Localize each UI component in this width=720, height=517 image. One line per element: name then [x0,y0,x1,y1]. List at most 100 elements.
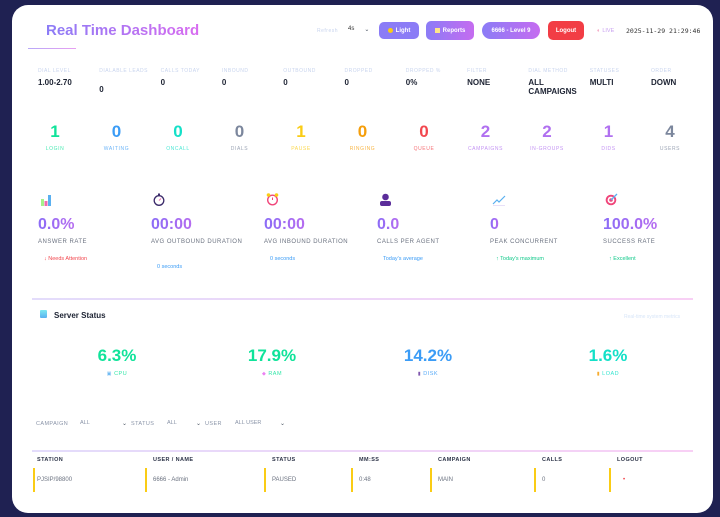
reports-button[interactable]: Reports [426,21,474,40]
counter-value: 4 [665,122,675,141]
page-title: Real Time Dashboard [46,22,200,39]
column-header: CAMPAIGN [438,457,471,463]
title-underline [28,48,76,49]
logout-agent-button[interactable]: • [623,477,626,483]
counter-label: RINGING [349,146,376,152]
metric-note: ↑ Excellent [609,256,636,262]
datetime: 2025-11-29 21:29:46 [626,27,701,35]
cpu-icon: ▣ [106,371,113,377]
summary-label: DROPPED % [405,68,441,74]
column-header: LOGOUT [617,457,643,463]
summary-label: INBOUND [221,68,249,74]
server-stat-label: ◆ RAM [261,371,283,377]
refresh-select[interactable]: 4s ⌄ [348,26,369,33]
row-status-bar [264,468,266,492]
column-header: CALLS [542,457,563,463]
counter-value: 0 [111,122,122,141]
counter-value: 0 [234,122,245,141]
refresh-value: 4s [348,26,355,32]
metric-label: SUCCESS RATE [603,239,656,245]
server-stat-label: ▮ DISK [417,371,439,377]
table-cell: PAUSED [272,477,297,483]
column-header: STATION [37,457,64,463]
user-filter-label: USER [205,420,222,427]
summary-value: 0 [99,85,104,94]
summary-value: 0 [160,78,166,87]
row-status-bar [351,468,353,492]
ram-icon: ◆ [261,371,267,377]
dashboard-card: Real Time Dashboard Refresh 4s ⌄ Light Re… [12,5,713,513]
server-stat-value: 1.6% [588,346,628,365]
summary-value: 0 [344,78,349,87]
counter-label: CAMPAIGNS [467,146,504,152]
summary-value: DOWN [651,78,677,87]
summary-label: DIAL LEVEL [38,68,71,74]
bar-chart-icon [40,193,52,211]
sun-icon [387,28,393,33]
summary-label: OUTBOUND [283,68,316,74]
status-filter-select[interactable]: ALL ⌄ [167,420,201,427]
table-cell: 0 [542,477,546,483]
user-filter-select[interactable]: ALL USER ⌄ [235,420,285,427]
summary-value: ALL CAMPAIGNS [528,78,577,96]
status-filter-label: STATUS [131,420,155,427]
counter-value: 2 [542,122,552,141]
metric-label: CALLS PER AGENT [377,239,440,245]
logout-button[interactable]: Logout [548,21,584,40]
agent-icon [379,193,392,211]
chevron-down-icon: ⌄ [195,421,201,427]
server-stat-label: ▮ LOAD [596,371,620,377]
summary-value: 0% [405,78,418,87]
campaign-filter-label: CAMPAIGN [36,420,69,427]
counter-value: 0 [357,122,368,141]
disk-icon: ▮ [417,371,422,377]
row-status-bar [33,468,35,492]
chevron-down-icon: ⌄ [279,421,285,427]
counter-value: 1 [50,122,60,141]
refresh-label: Refresh [317,28,339,34]
counter-label: DIALS [230,146,249,152]
light-theme-button[interactable]: Light [379,22,419,39]
table-cell: MAIN [438,477,453,483]
metric-note: Today's average [383,256,423,262]
server-stat-value: 17.9% [247,346,297,365]
row-status-bar [430,468,432,492]
metric-value: 00:00 [264,216,305,233]
table-cell: 6666 - Admin [153,477,189,483]
stopwatch-icon [153,193,165,211]
summary-value: 0 [283,78,288,87]
target-icon [605,193,619,211]
metric-label: ANSWER RATE [38,239,88,245]
counter-value: 0 [419,122,429,141]
counter-label: LOGIN [45,146,65,152]
server-icon [40,310,47,318]
counter-label: USERS [659,146,681,152]
server-status-subtitle: Real-time system metrics [624,314,681,320]
live-indicator: ◐ LIVE [597,28,615,34]
metric-note: ↓ Needs Attention [44,256,88,262]
row-status-bar [609,468,611,492]
table-cell: PJSIP/98800 [37,477,73,483]
campaign-filter-select[interactable]: ALL ⌄ [80,420,127,427]
summary-label: DROPPED [344,68,373,74]
metric-value: 0.0% [38,216,75,233]
counter-label: WAITING [103,146,130,152]
trend-line-icon [492,193,506,211]
server-stat-value: 14.2% [403,346,453,365]
summary-label: FILTER [467,68,487,74]
alarm-clock-icon [266,193,279,211]
counter-label: IN-GROUPS [530,146,564,152]
user-level-badge[interactable]: 6666 - Level 9 [482,22,540,39]
summary-value: 0 [221,78,227,87]
row-status-bar [145,468,147,492]
metric-value: 0.0 [377,216,400,233]
counter-label: PAUSE [291,146,311,152]
live-dot-icon: ◐ [597,28,601,34]
row-status-bar [534,468,536,492]
summary-label: CALLS TODAY [160,68,200,74]
metric-note: 0 seconds [157,264,183,270]
counter-label: DIDS [601,146,616,152]
metric-note: 0 seconds [270,256,296,262]
summary-label: DIALABLE LEADS [99,68,148,74]
metric-label: AVG OUTBOUND DURATION [151,239,243,245]
